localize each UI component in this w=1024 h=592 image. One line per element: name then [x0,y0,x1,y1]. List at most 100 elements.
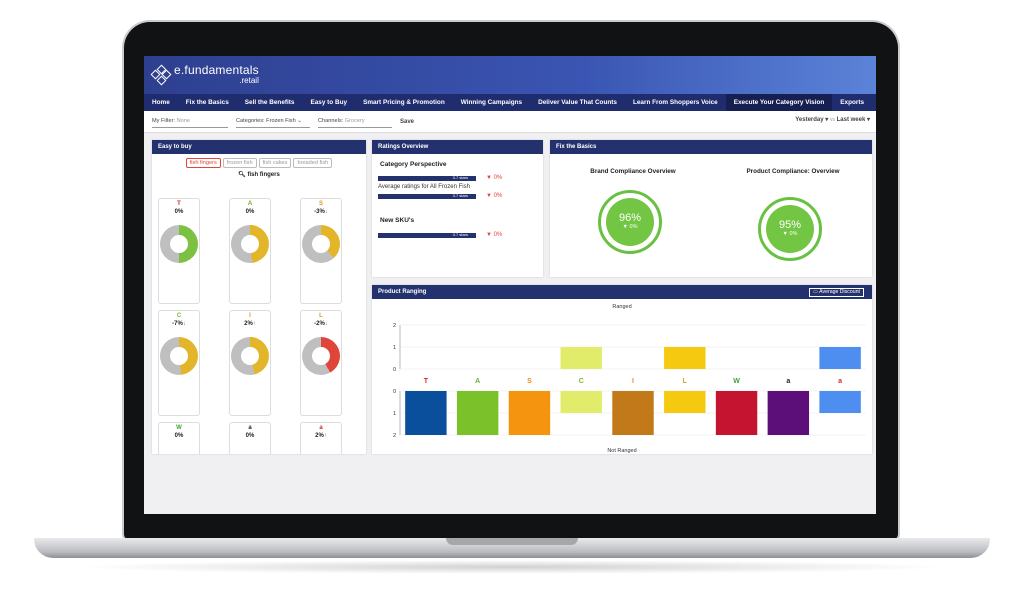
main-nav: Home Fix the Basics Sell the Benefits Easy … [144,94,876,111]
search-icon: 🔍︎ [238,172,246,178]
retailer-logo-icon: A [475,378,480,385]
categories-select[interactable]: Categories: Frozen Fish ⌄ [236,115,310,128]
keyword-chip[interactable]: breaded fish [293,158,333,168]
nav-item[interactable]: Home [152,99,170,106]
nav-item[interactable]: Easy to Buy [310,99,348,106]
nav-item[interactable]: Deliver Value That Counts [538,99,617,106]
brand-compliance-title: Brand Compliance Overview [590,168,676,175]
share-change-value: 0% [174,433,184,439]
brand-logo[interactable]: e.fundamentals .retail [150,64,259,85]
retailer-logo-icon: T [424,378,429,385]
y-tick-label: 0 [393,389,396,395]
not-ranged-bar [819,391,861,413]
not-ranged-bar [560,391,602,413]
nav-item[interactable]: Sell the Benefits [244,99,295,106]
ranged-bar [560,347,602,369]
app-screen: e.fundamentals .retail Home Fix the Basic… [144,56,876,514]
keyword-chips: fish fingers frozen fish fish cakes breaded… [152,158,366,168]
nav-item[interactable]: Learn From Shoppers Voice [632,99,718,106]
rating-delta: ▼ 0% [486,193,503,199]
arrow-down-icon: ↓ [324,321,328,327]
my-filter-select[interactable]: My Filter: None [152,115,228,128]
laptop-notch [446,538,578,545]
retailer-card[interactable]: W 0% [158,422,200,454]
not-ranged-bar [767,391,810,435]
ranged-bar [664,347,706,369]
retailer-logo-icon: T [177,201,181,207]
share-donut-chart [160,225,198,263]
product-ranging-panel: Product Ranging ▭ Average Discount Range… [372,285,872,454]
nav-item[interactable]: Exports [840,99,865,106]
nav-item[interactable]: Execute Your Category Vision [725,94,833,111]
panel-title: Fix the Basics [550,140,872,154]
save-button[interactable]: Save [400,118,415,125]
retailer-card[interactable]: I 2%↑ [229,310,271,416]
retailer-card[interactable]: S -3%↓ [300,198,342,304]
keyword-chip[interactable]: fish cakes [258,158,292,168]
brand-compliance-gauge[interactable]: 96% ▼ 0% [598,190,662,254]
y-tick-label: 2 [393,323,396,329]
share-donut-chart [302,337,340,375]
retailer-card[interactable]: T 0% [158,198,200,304]
retailer-logo-icon: S [527,378,532,385]
rating-bar: 3.7 stars [378,193,476,199]
nav-item[interactable]: Winning Campaigns [460,99,523,106]
rating-row: 3.7 stars ▼ 0% [378,175,543,181]
rating-delta: ▼ 0% [486,175,503,181]
not-ranged-bar [664,391,706,413]
keyword-chip[interactable]: frozen fish [222,158,257,168]
not-ranged-bar [612,391,654,435]
share-change-value: 0% [174,209,184,215]
arrow-up-icon: ↑ [323,433,327,439]
not-ranged-axis-label: Not Ranged [607,448,636,454]
ranged-bar [819,347,861,369]
share-donut-chart [231,225,269,263]
average-rating-note: Average ratings for All Frozen Fish [378,184,470,190]
not-ranged-bar [456,391,499,435]
share-donut-chart [160,337,198,375]
category-perspective-title: Category Perspective [380,161,447,168]
chevron-down-icon: ⌄ [297,118,302,124]
average-discount-button[interactable]: ▭ Average Discount [809,287,864,297]
not-ranged-bar [405,391,447,435]
retailer-card[interactable]: L -2%↓ [300,310,342,416]
retailer-logo-icon: L [319,313,323,319]
nav-item[interactable]: Smart Pricing & Promotion [363,99,445,106]
not-ranged-bar [715,391,758,435]
y-tick-label: 1 [393,411,396,417]
rating-row: 3.7 stars ▼ 0% [378,232,543,238]
brand-suffix: .retail [239,76,259,85]
share-donut-chart [231,337,269,375]
nav-item[interactable]: Fix the Basics [185,99,229,106]
channels-select[interactable]: Channels: Grocery [318,115,392,128]
retailer-logo-icon: C [176,313,182,319]
retailer-logo-icon: a [248,425,252,431]
product-compliance-gauge[interactable]: 95% ▼ 0% [758,197,822,261]
retailer-card[interactable]: a 0% [229,422,271,454]
keyword-chip[interactable]: fish fingers [185,158,221,168]
logo-diamond-icon [150,64,172,85]
not-ranged-bar [508,391,551,435]
top-bar: e.fundamentals .retail [144,56,876,94]
date-range-select[interactable]: Yesterday ▾ vs Last week ▾ [795,117,870,123]
share-change-value: 0% [245,209,255,215]
retailer-logo-icon: C [579,378,584,385]
product-compliance-title: Product Compliance: Overview [746,168,840,175]
share-change-value: -3%↓ [314,209,328,215]
share-change-value: -2%↓ [314,321,328,327]
panel-title: Product Ranging ▭ Average Discount [372,285,872,299]
retailer-logo-icon: A [247,201,253,207]
retailer-card[interactable]: A 0% [229,198,271,304]
share-donut-chart [302,225,340,263]
rating-bar: 3.7 stars [378,175,476,181]
retailer-card[interactable]: C -7%↓ [158,310,200,416]
rating-delta: ▼ 0% [486,232,503,238]
panel-title: Easy to buy [152,140,366,154]
retailer-logo-icon: S [318,201,323,207]
retailer-card[interactable]: a 2%↑ [300,422,342,454]
retailer-logo-icon: I [632,378,634,385]
retailer-logo-icon: W [733,378,740,385]
retailer-logo-icon: a [786,378,790,385]
arrow-up-icon: ↑ [252,321,256,327]
